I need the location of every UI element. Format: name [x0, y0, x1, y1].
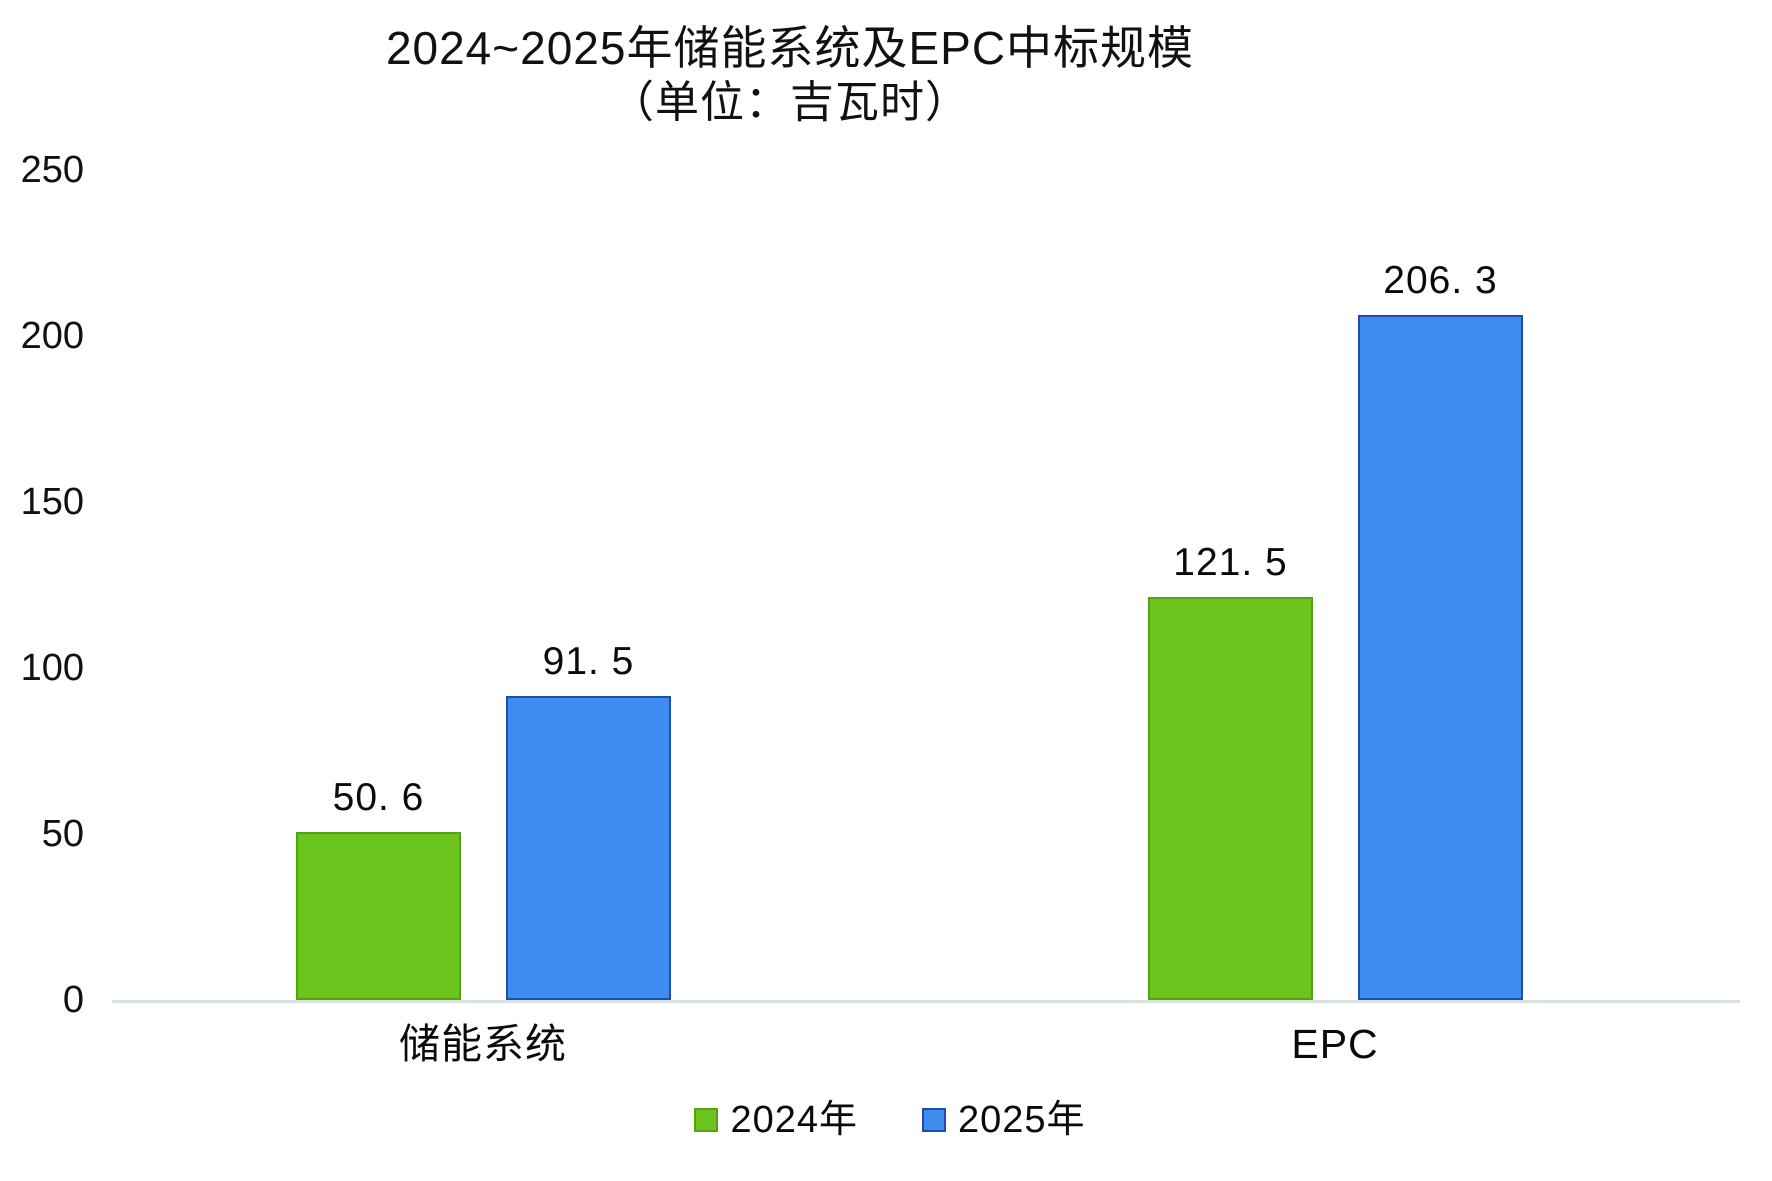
chart-title: 2024~2025年储能系统及EPC中标规模: [385, 22, 1195, 74]
chart-title-block: 2024~2025年储能系统及EPC中标规模 （单位：吉瓦时）: [0, 20, 1580, 130]
y-tick-label-200: 200: [20, 315, 84, 357]
legend-swatch-2024: [694, 1108, 719, 1132]
y-tick-label-100: 100: [20, 647, 84, 689]
bar-value-label-2025-epc: 206. 3: [1383, 259, 1498, 302]
bar-2024-energy-storage: [296, 832, 461, 1000]
y-tick-label-150: 150: [20, 481, 84, 523]
legend-label-2025: 2025年: [958, 1099, 1086, 1141]
legend-label-2024: 2024年: [730, 1099, 858, 1141]
legend: 2024年 2025年: [0, 1098, 1772, 1142]
bar-2025-epc: [1358, 315, 1523, 1000]
bar-value-label-2024-epc: 121. 5: [1173, 541, 1288, 584]
legend-swatch-2025: [922, 1108, 946, 1132]
bar-value-label-2024-energy-storage: 50. 6: [332, 776, 425, 819]
y-tick-label-0: 0: [62, 979, 84, 1021]
y-tick-label-50: 50: [41, 813, 84, 855]
y-tick-label-250: 250: [20, 149, 84, 191]
bar-2025-energy-storage: [506, 696, 671, 1000]
x-axis-label-epc: EPC: [1291, 1021, 1379, 1067]
bar-2024-epc: [1148, 597, 1313, 1000]
legend-item-2025: 2025年: [922, 1098, 1086, 1142]
chart-subtitle: （单位：吉瓦时）: [610, 78, 970, 127]
x-axis-line: [112, 1000, 1740, 1003]
x-axis-label-energy-storage: 储能系统: [399, 1021, 567, 1067]
legend-item-2024: 2024年: [694, 1098, 858, 1142]
bar-value-label-2025-energy-storage: 91. 5: [542, 640, 635, 683]
